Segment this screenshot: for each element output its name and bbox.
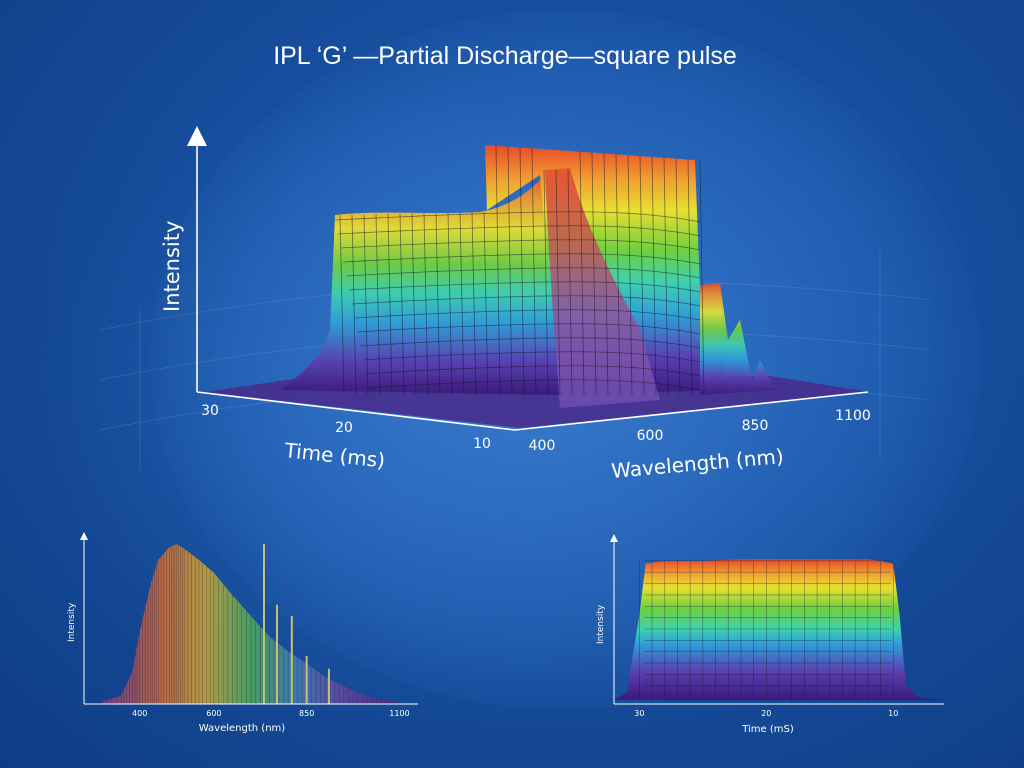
mesh-contour xyxy=(348,281,701,293)
mesh-contour xyxy=(351,295,701,307)
wavelength-tick-label: 850 xyxy=(742,418,769,434)
mesh-line xyxy=(375,214,381,396)
wavelength-tick-label: 1100 xyxy=(835,408,871,424)
mesh-line xyxy=(615,154,621,396)
mesh-line xyxy=(579,151,585,396)
surface-left-plateau xyxy=(280,170,560,395)
time-tick-label: 10 xyxy=(888,709,898,718)
x-axis-label: Time (ms) xyxy=(282,438,386,473)
mesh-line xyxy=(507,146,513,396)
surface-mesh xyxy=(334,145,705,396)
z-axis-label: Wavelength (nm) xyxy=(610,444,784,483)
mesh-contour xyxy=(346,267,701,279)
mesh-contour xyxy=(337,225,701,237)
time-tick-label: 30 xyxy=(201,403,219,419)
mesh-contour xyxy=(340,239,701,251)
mesh-contour xyxy=(368,379,701,391)
intensity-axis-arrow xyxy=(187,126,207,146)
wavelength-ticks: 400 600 850 1100 xyxy=(529,408,871,454)
mesh-contour xyxy=(357,323,701,335)
mesh-line xyxy=(387,214,393,396)
mesh-contour xyxy=(365,365,701,377)
spectrum-tick-label: 850 xyxy=(299,709,314,718)
mesh-line xyxy=(699,160,705,396)
wavelength-tick-label: 600 xyxy=(637,428,664,444)
spectrum-tick-label: 600 xyxy=(206,709,221,718)
mesh-line xyxy=(459,212,465,396)
mesh-line xyxy=(639,155,645,396)
time-tick-label: 30 xyxy=(634,709,644,718)
mesh-line xyxy=(483,212,489,396)
axes-3d xyxy=(196,140,869,431)
spectrum-x-ticks: 400 600 850 1100 xyxy=(132,709,410,718)
spectrum-tick-label: 1100 xyxy=(389,709,409,718)
mesh-line xyxy=(471,212,477,396)
mesh-line xyxy=(519,147,525,396)
time-y-label: Intensity xyxy=(596,604,606,644)
mesh-line xyxy=(663,157,669,396)
time-tick-label: 20 xyxy=(761,709,771,718)
y-axis-label: Intensity xyxy=(160,221,184,312)
mesh-line xyxy=(543,169,549,396)
mesh-line xyxy=(411,213,417,396)
time-y-arrow xyxy=(610,534,618,542)
mesh-line xyxy=(399,213,405,396)
spectrum-y-arrow xyxy=(80,532,88,540)
spectrum-chart: Intensity 400 600 850 1100 Wavelength (nm) xyxy=(67,532,418,734)
mesh-line xyxy=(627,155,633,396)
time-x-label: Time (mS) xyxy=(741,724,794,735)
spectrum-y-label: Intensity xyxy=(67,602,77,642)
surface-right-peaks xyxy=(700,283,775,395)
mesh-line xyxy=(687,159,693,396)
mesh-line xyxy=(351,214,357,396)
time-profile-mesh xyxy=(639,560,894,700)
mesh-line xyxy=(567,169,573,396)
mesh-line xyxy=(339,214,345,396)
mesh-line xyxy=(603,153,609,396)
mesh-line xyxy=(531,148,537,396)
time-tick-label: 20 xyxy=(335,420,353,436)
time-profile-chart: Intensity 30 20 10 Time (mS) xyxy=(596,534,944,735)
spectrum-envelope xyxy=(102,544,400,704)
mesh-contour xyxy=(343,253,701,265)
wavelength-tick-label: 400 xyxy=(529,438,556,454)
spectrum-x-label: Wavelength (nm) xyxy=(199,723,285,734)
mesh-contour xyxy=(334,211,701,223)
mesh-line xyxy=(363,214,369,396)
spectrum-lines xyxy=(102,544,396,704)
mesh-contour xyxy=(362,351,701,363)
mesh-contour xyxy=(354,309,701,321)
time-x-ticks: 30 20 10 xyxy=(634,709,898,718)
time-tick-label: 10 xyxy=(473,436,491,452)
page-title: IPL ‘G’ —Partial Discharge—square pulse xyxy=(273,42,737,70)
mesh-line xyxy=(675,158,681,396)
time-ticks: 30 20 10 xyxy=(201,403,491,452)
mesh-contour xyxy=(360,337,701,349)
mesh-line xyxy=(555,169,561,396)
spectrum-tick-label: 400 xyxy=(132,709,147,718)
mesh-line xyxy=(591,152,597,396)
spectrum-area xyxy=(102,544,400,704)
